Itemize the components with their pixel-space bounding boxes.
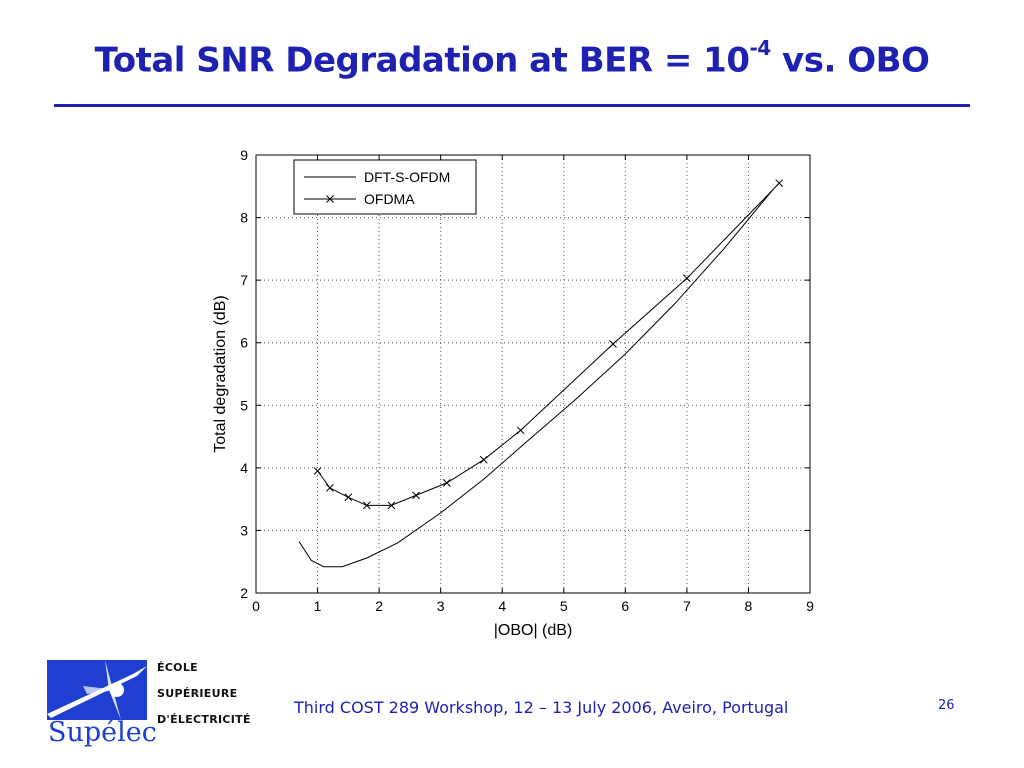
y-tick-label-6: 8 <box>240 210 248 226</box>
ofdma-point-1 <box>326 484 334 492</box>
y-tick-label-0: 2 <box>240 585 248 601</box>
x-axis-label: |OBO| (dB) <box>494 622 573 639</box>
y-tick-label-3: 5 <box>240 397 248 413</box>
x-tick-label-7: 7 <box>683 598 691 614</box>
series-line-dft-s-ofdm <box>298 189 774 568</box>
ofdma-point-3 <box>362 501 371 510</box>
x-tick-label-6: 6 <box>621 598 629 614</box>
supelec-logo-icon <box>47 660 147 720</box>
footer-text: Third COST 289 Workshop, 12 – 13 July 20… <box>294 698 789 717</box>
y-tick-label-4: 6 <box>240 335 248 351</box>
logo-line-1: ÉCOLE <box>157 661 198 674</box>
x-tick-label-3: 3 <box>437 598 445 614</box>
logo-text: ÉCOLE SUPÉRIEURE D'ÉLECTRICITÉ <box>157 655 251 733</box>
x-tick-label-1: 1 <box>314 598 322 614</box>
title-exponent: -4 <box>749 36 772 60</box>
slide-title: Total SNR Degradation at BER = 10-4 vs. … <box>0 36 1024 81</box>
y-tick-label-7: 9 <box>240 147 248 163</box>
legend-marker-1 <box>326 195 334 203</box>
x-tick-label-2: 2 <box>375 598 383 614</box>
logo-line-2: SUPÉRIEURE <box>157 687 238 700</box>
ofdma-point-0 <box>313 467 322 475</box>
title-main: Total SNR Degradation at BER = 10 <box>94 40 750 81</box>
logo-wordmark: Supélec <box>48 717 157 748</box>
y-tick-label-1: 3 <box>240 522 248 538</box>
legend-label-0: DFT-S-OFDM <box>364 169 450 185</box>
logo-line-3: D'ÉLECTRICITÉ <box>157 713 251 726</box>
ofdma-point-10 <box>683 274 691 283</box>
page-number: 26 <box>938 698 955 713</box>
chart: 0 1 2 3 4 5 6 7 8 9 2 3 4 5 6 7 8 9 |OBO| (dB) Total degrad… <box>212 147 814 639</box>
ofdma-point-11 <box>775 179 784 188</box>
legend-box <box>293 159 477 215</box>
ofdma-point-6 <box>442 479 451 487</box>
x-tick-label-0: 0 <box>252 598 260 614</box>
ofdma-point-5 <box>412 491 420 500</box>
ofdma-point-7 <box>479 455 488 464</box>
ofdma-point-9 <box>609 340 617 348</box>
plot-frame <box>255 154 811 594</box>
x-tick-label-8: 8 <box>745 598 753 614</box>
y-tick-label-2: 4 <box>240 460 248 476</box>
legend-label-1: OFDMA <box>364 191 415 207</box>
ofdma-point-2 <box>344 493 353 502</box>
y-tick-label-5: 7 <box>240 272 248 288</box>
x-tick-label-5: 5 <box>560 598 568 614</box>
y-axis-label: Total degradation (dB) <box>212 295 229 452</box>
series-line-ofdma <box>317 182 780 506</box>
title-rule <box>54 104 970 107</box>
ofdma-point-8 <box>516 426 525 435</box>
x-tick-label-4: 4 <box>498 598 506 614</box>
x-tick-label-9: 9 <box>806 598 814 614</box>
title-tail: vs. OBO <box>770 40 930 81</box>
ofdma-point-4 <box>387 501 396 510</box>
